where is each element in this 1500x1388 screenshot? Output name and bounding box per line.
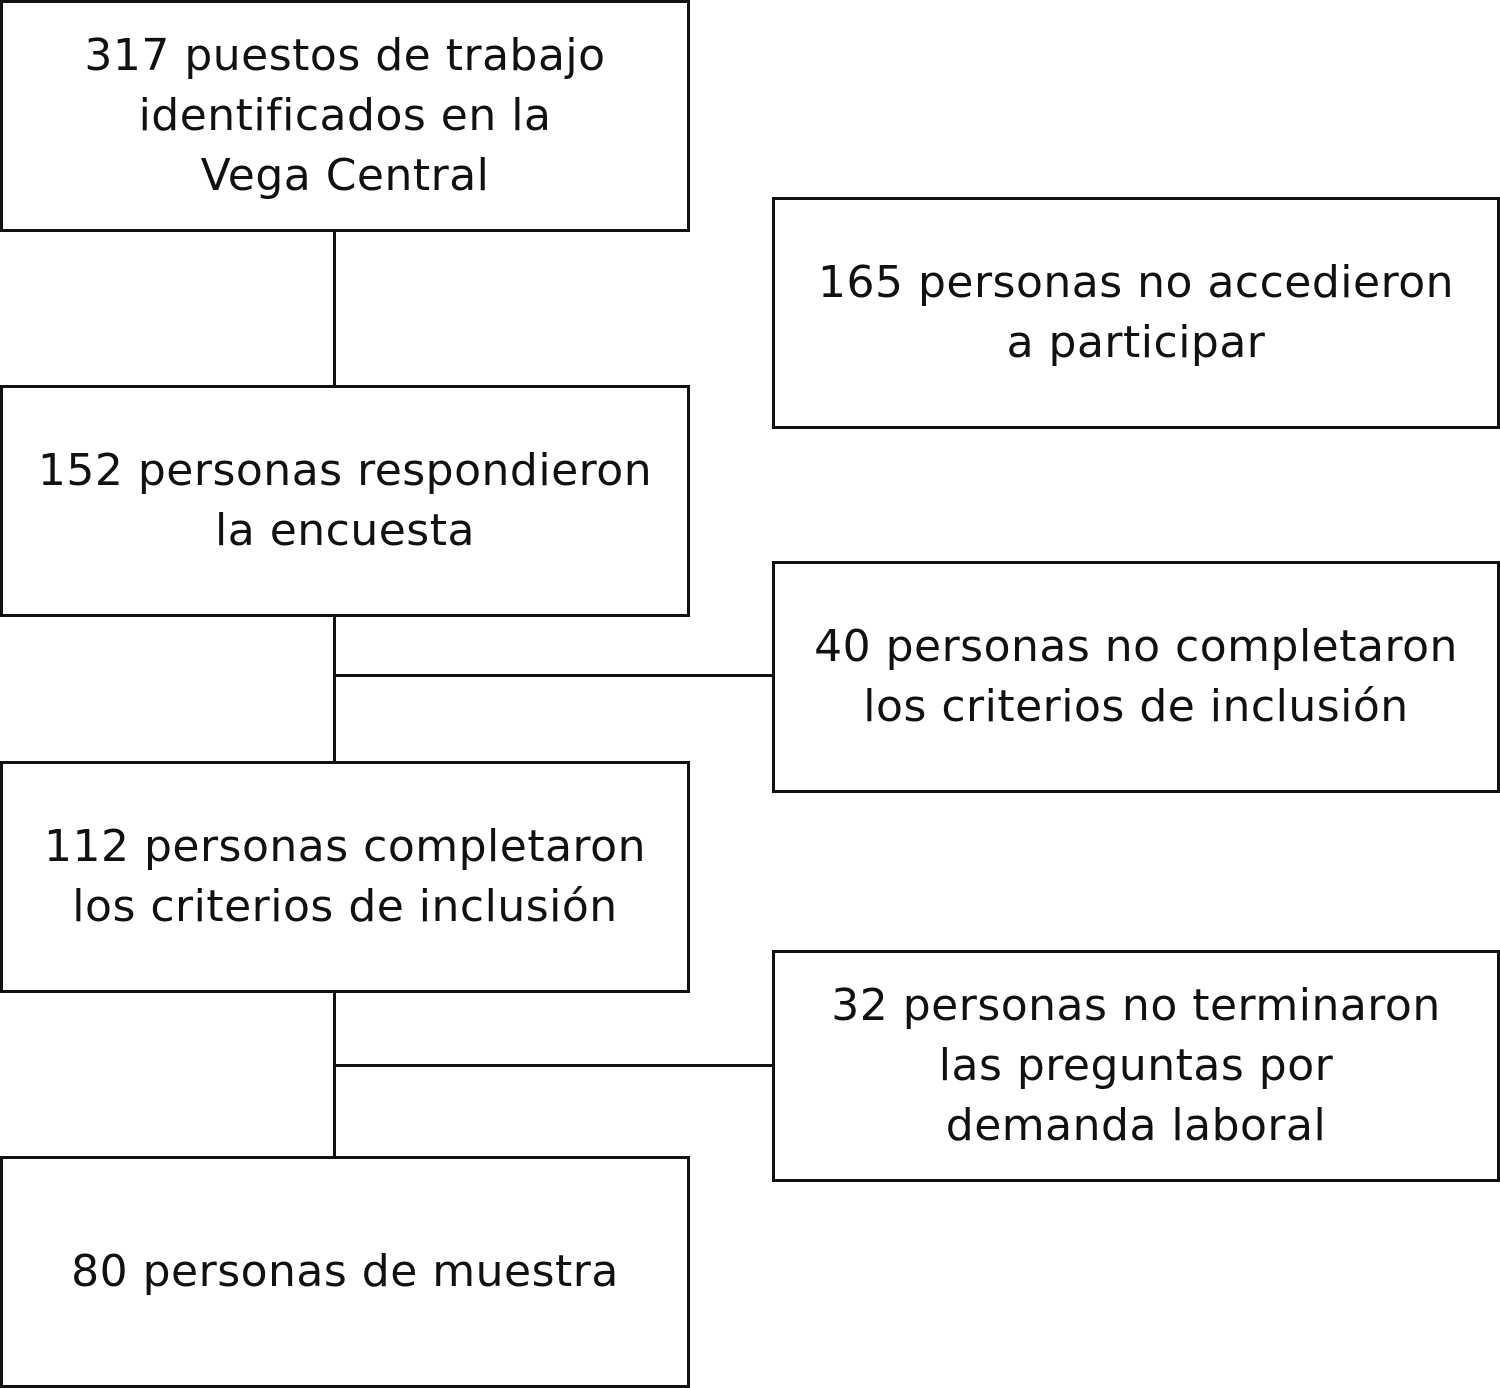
connector-vertical-1 [333, 230, 336, 387]
flow-box-responded-survey-text: 152 personas respondieron la encuesta [37, 445, 653, 556]
exclusion-box-not-met-criteria-text: 40 personas no completaron los criterios… [814, 621, 1458, 732]
exclusion-box-incomplete-questions: 32 personas no terminaron las preguntas … [772, 950, 1500, 1182]
exclusion-box-declined-text: 165 personas no accedieron a participar [817, 257, 1455, 368]
exclusion-box-incomplete-questions-text: 32 personas no terminaron las preguntas … [831, 980, 1441, 1151]
connector-vertical-2 [333, 615, 336, 763]
connector-vertical-3 [333, 991, 336, 1158]
flow-box-met-criteria-text: 112 personas completaron los criterios d… [43, 821, 646, 932]
flow-box-met-criteria: 112 personas completaron los criterios d… [0, 761, 690, 993]
flow-box-responded-survey: 152 personas respondieron la encuesta [0, 385, 690, 617]
flow-box-identified-jobs: 317 puestos de trabajo identificados en … [0, 0, 690, 232]
exclusion-box-declined: 165 personas no accedieron a participar [772, 197, 1500, 429]
connector-branch-exclusion-2 [333, 674, 774, 677]
flow-box-final-sample: 80 personas de muestra [0, 1156, 690, 1388]
exclusion-box-not-met-criteria: 40 personas no completaron los criterios… [772, 561, 1500, 793]
flow-box-final-sample-text: 80 personas de muestra [71, 1246, 619, 1297]
flow-box-identified-jobs-text: 317 puestos de trabajo identificados en … [84, 30, 606, 201]
connector-branch-exclusion-3 [333, 1064, 774, 1067]
